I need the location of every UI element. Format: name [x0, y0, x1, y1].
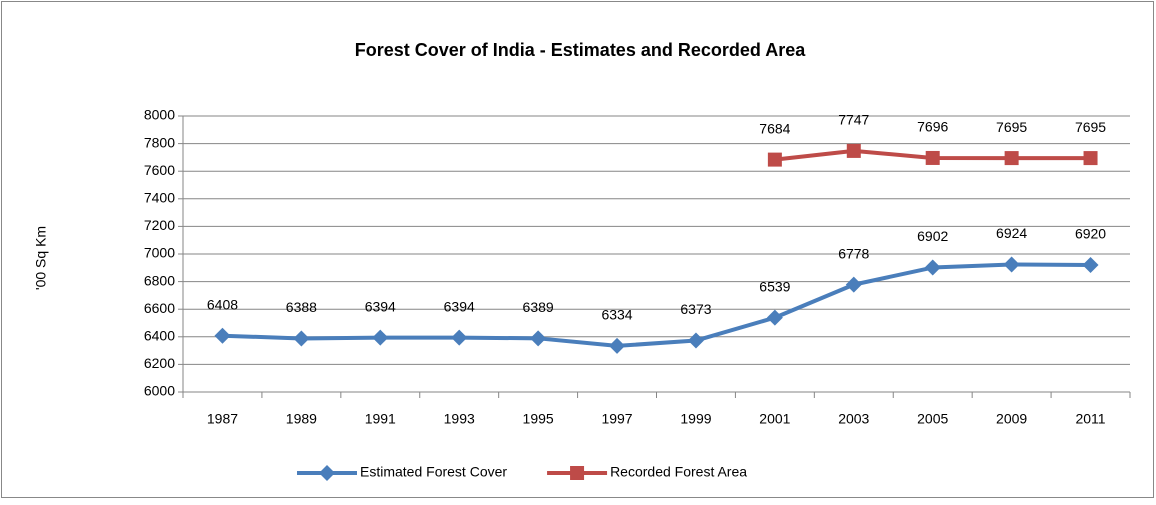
data-label: 7696	[917, 119, 948, 135]
data-point	[766, 309, 783, 326]
data-label: 7747	[838, 112, 869, 128]
x-tick-label: 1993	[444, 411, 475, 427]
data-point	[925, 150, 940, 165]
y-tick-label: 6600	[144, 300, 175, 316]
data-point	[609, 337, 626, 354]
data-label: 6924	[996, 225, 1027, 241]
y-axis-label: '00 Sq Km	[33, 226, 49, 290]
data-label: 6778	[838, 245, 869, 261]
legend-marker	[319, 465, 335, 481]
y-tick-label: 7600	[144, 162, 175, 178]
legend-label: Recorded Forest Area	[610, 464, 747, 480]
data-point	[1083, 151, 1098, 166]
y-tick-label: 8000	[144, 107, 175, 123]
x-tick-label: 1997	[601, 411, 632, 427]
data-label: 7684	[759, 120, 790, 136]
x-tick-label: 1999	[680, 411, 711, 427]
x-tick-label: 1991	[365, 411, 396, 427]
data-point	[687, 332, 704, 349]
data-point	[846, 143, 861, 158]
y-tick-label: 7000	[144, 245, 175, 261]
y-tick-label: 6200	[144, 355, 175, 371]
data-label: 6920	[1075, 226, 1106, 242]
legend-marker	[570, 466, 585, 480]
x-tick-label: 2005	[917, 411, 948, 427]
y-tick-label: 6000	[144, 383, 175, 399]
data-point	[1082, 257, 1099, 274]
data-label: 6388	[286, 299, 317, 315]
x-tick-label: 2001	[759, 411, 790, 427]
x-tick-label: 1995	[523, 411, 554, 427]
y-tick-label: 7400	[144, 190, 175, 206]
chart-title: Forest Cover of India - Estimates and Re…	[355, 40, 806, 60]
y-tick-label: 6800	[144, 272, 175, 288]
data-label: 6334	[601, 307, 632, 323]
y-tick-label: 6400	[144, 328, 175, 344]
data-label: 6394	[365, 298, 396, 314]
data-point	[1004, 151, 1019, 166]
data-point	[845, 276, 862, 293]
data-point	[214, 327, 231, 344]
x-tick-label: 1989	[286, 411, 317, 427]
data-point	[924, 259, 941, 276]
data-point	[372, 329, 389, 346]
data-label: 6394	[444, 298, 475, 314]
data-label: 6902	[917, 228, 948, 244]
y-tick-label: 7200	[144, 217, 175, 233]
y-tick-label: 7800	[144, 134, 175, 150]
x-tick-label: 2009	[996, 411, 1027, 427]
data-label: 6373	[680, 301, 711, 317]
x-tick-label: 2011	[1075, 411, 1105, 427]
legend-label: Estimated Forest Cover	[360, 464, 507, 480]
x-tick-label: 1987	[207, 411, 238, 427]
data-label: 6408	[207, 296, 238, 312]
data-label: 7695	[996, 119, 1027, 135]
data-label: 6389	[523, 299, 554, 315]
data-point	[1003, 256, 1020, 273]
x-tick-label: 2003	[838, 411, 869, 427]
data-label: 6539	[759, 278, 790, 294]
data-point	[451, 329, 468, 346]
data-point	[293, 330, 310, 347]
data-label: 7695	[1075, 119, 1106, 135]
data-point	[767, 152, 782, 167]
data-point	[530, 330, 547, 347]
series-line	[222, 262, 1091, 348]
